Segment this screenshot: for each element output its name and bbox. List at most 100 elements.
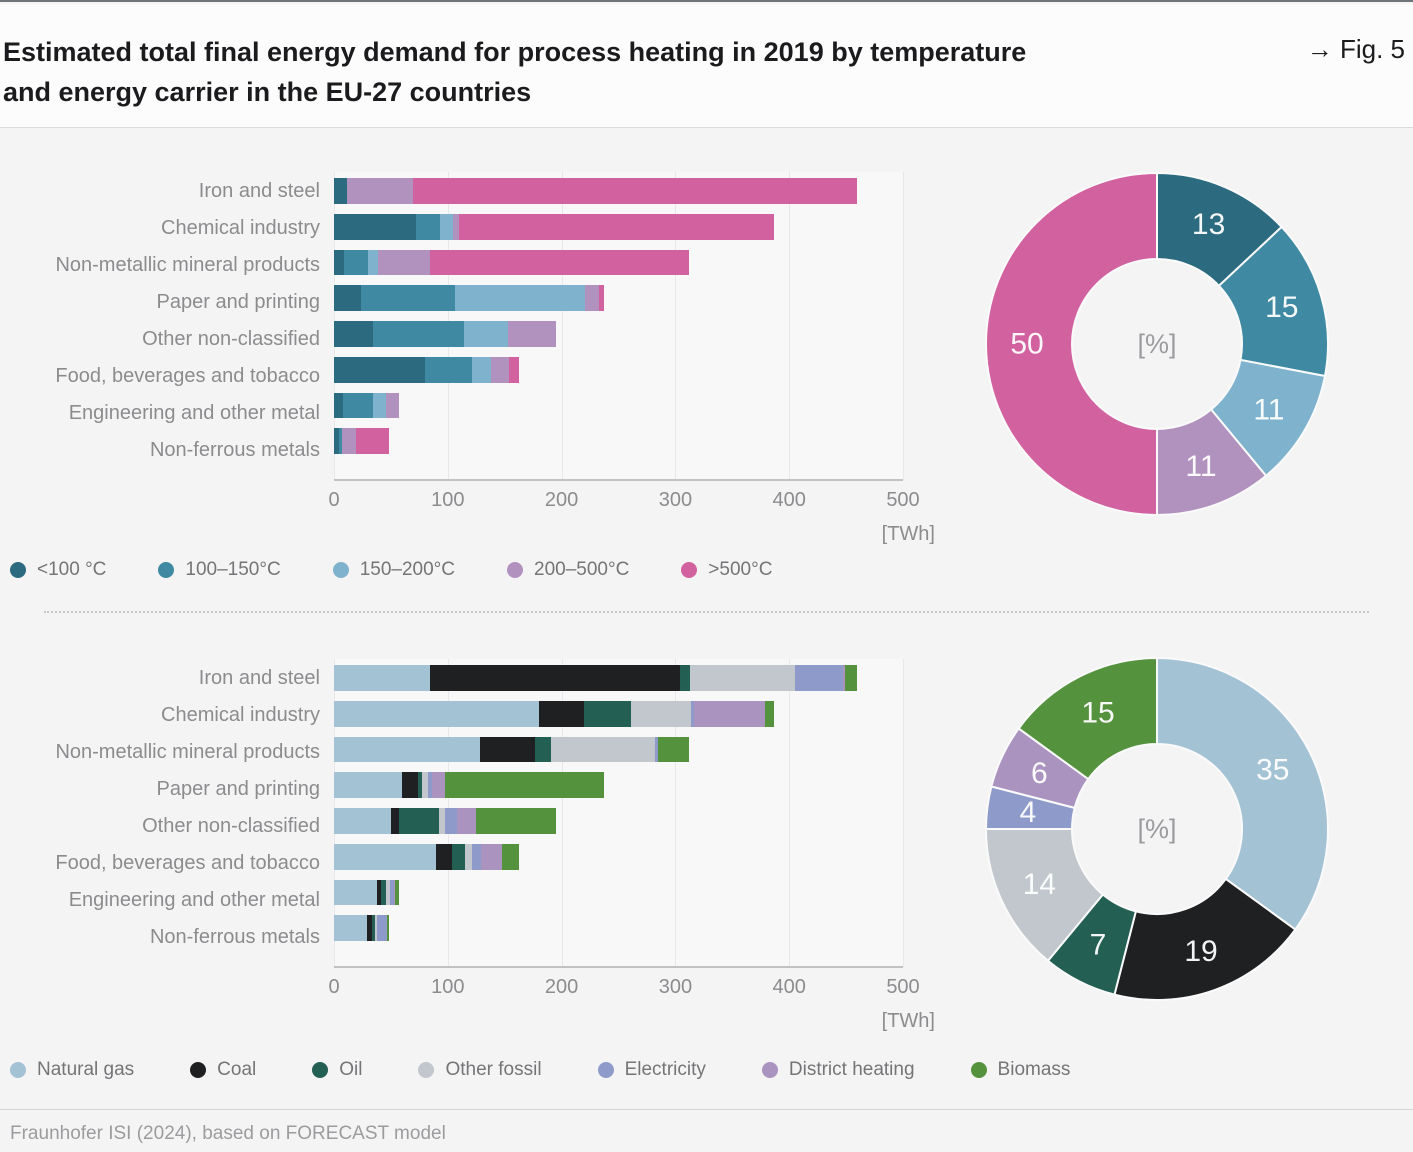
legend-dot-biomass bbox=[970, 1062, 987, 1078]
bar-segment-200-500-c bbox=[341, 428, 356, 454]
donut-value-other-fossil: 14 bbox=[1023, 868, 1056, 901]
bar-segment-150-200-c bbox=[368, 249, 379, 276]
bar-row-non-ferrous-metals bbox=[334, 428, 903, 454]
gridline bbox=[675, 172, 677, 480]
legend-item-500-c: >500°C bbox=[681, 559, 772, 581]
bar-segment-100-c bbox=[334, 178, 347, 204]
bar-segment-100-c bbox=[334, 213, 416, 240]
bar-segment-natural-gas bbox=[334, 843, 437, 870]
category-label-iron-and-steel: Iron and steel bbox=[198, 667, 320, 689]
bar-segment-150-200-c bbox=[463, 321, 509, 347]
category-label-food-beverages-and-tobacco: Food, beverages and tobacco bbox=[55, 365, 320, 387]
donut-value-500-c: 50 bbox=[1010, 328, 1043, 361]
bar-segment-oil bbox=[535, 736, 552, 763]
carrier-legend: Natural gas Coal Oil Other fossil Electricit… bbox=[10, 1059, 1070, 1081]
figure-header: Estimated total final energy demand for … bbox=[0, 4, 1413, 128]
figure-title-line-2: and energy carrier in the EU-27 countrie… bbox=[3, 77, 532, 107]
x-tick-label: 100 bbox=[431, 976, 465, 998]
bar-segment-electricity bbox=[428, 772, 432, 798]
bar-segment-natural-gas bbox=[334, 736, 480, 763]
legend-label-oil: Oil bbox=[339, 1059, 363, 1080]
legend-dot-150-200-c bbox=[332, 562, 349, 578]
donut-value-200-500-c: 11 bbox=[1185, 450, 1216, 483]
x-tick-label: 300 bbox=[658, 489, 693, 511]
bar-segment-other-fossil bbox=[374, 915, 378, 941]
temperature-chart-unit-label: [TWh] bbox=[881, 523, 935, 545]
category-label-engineering-and-other-metal: Engineering and other metal bbox=[68, 889, 320, 911]
category-label-engineering-and-other-metal: Engineering and other metal bbox=[68, 402, 320, 424]
bar-segment-natural-gas bbox=[334, 879, 378, 906]
carrier-chart-x-axis-ticks: 0 100 200 300 400 500 bbox=[328, 976, 919, 1002]
temperature-chart-category-labels: Iron and steel Chemical industry Non-metal… bbox=[0, 172, 320, 480]
x-tick-label: 400 bbox=[772, 976, 806, 998]
category-label-chemical-industry: Chemical industry bbox=[161, 217, 320, 239]
bar-row-non-metallic-mineral-products bbox=[334, 736, 903, 763]
category-label-non-ferrous-metals: Non-ferrous metals bbox=[149, 926, 320, 948]
gridline bbox=[561, 172, 563, 480]
donut-slice-coal bbox=[1113, 877, 1297, 1002]
footer-divider bbox=[0, 1109, 1413, 1110]
bar-segment-natural-gas bbox=[334, 808, 391, 834]
bar-segment-coal bbox=[367, 915, 372, 941]
bar-segment-100-c bbox=[334, 428, 339, 454]
figure-title: Estimated total final energy demand for … bbox=[3, 32, 1026, 112]
bar-row-engineering-and-other-metal bbox=[334, 392, 903, 419]
legend-dot-electricity bbox=[597, 1062, 614, 1078]
bar-segment-oil bbox=[398, 808, 439, 834]
donut-slice-500-c bbox=[985, 171, 1158, 517]
bar-segment-100-c bbox=[334, 356, 426, 383]
bar-row-non-metallic-mineral-products bbox=[334, 249, 903, 276]
carrier-bar-chart-plot bbox=[334, 659, 904, 968]
legend-label-500-c: >500°C bbox=[708, 559, 773, 580]
legend-dot-oil bbox=[312, 1062, 329, 1078]
bar-row-paper-and-printing bbox=[334, 772, 903, 798]
legend-dot-200-500-c bbox=[507, 562, 523, 578]
legend-label-coal: Coal bbox=[217, 1059, 257, 1080]
bar-segment-other-fossil bbox=[421, 772, 429, 798]
bar-segment-coal bbox=[479, 736, 536, 763]
bar-segment-biomass bbox=[844, 665, 858, 691]
bar-segment-oil bbox=[371, 915, 375, 941]
bar-segment-100-150-c bbox=[425, 356, 472, 383]
donut-slice-natural-gas bbox=[1156, 656, 1329, 931]
bar-segment-200-500-c bbox=[386, 392, 399, 419]
legend-label-200-500-c: 200–500°C bbox=[534, 559, 630, 580]
carrier-share-donut-chart: 35 19 7 14 4 6 15 [%] bbox=[984, 656, 1329, 1002]
x-tick-label: 200 bbox=[544, 976, 579, 998]
bar-segment-biomass bbox=[395, 879, 399, 906]
x-tick-label: 400 bbox=[772, 489, 806, 511]
bar-segment-100-150-c bbox=[361, 285, 455, 311]
legend-label-biomass: Biomass bbox=[997, 1059, 1071, 1080]
bar-segment-biomass bbox=[658, 736, 689, 763]
legend-item-natural-gas: Natural gas bbox=[10, 1059, 134, 1081]
legend-item-coal: Coal bbox=[190, 1059, 256, 1081]
bar-segment-200-500-c bbox=[346, 178, 413, 204]
legend-item-electricity: Electricity bbox=[597, 1059, 706, 1081]
category-label-non-metallic-mineral-products: Non-metallic mineral products bbox=[55, 741, 320, 763]
bar-row-chemical-industry bbox=[334, 213, 903, 240]
bar-segment-district-heating bbox=[693, 700, 766, 727]
bar-row-other-non-classified bbox=[334, 808, 903, 834]
carrier-chart-unit-label: [TWh] bbox=[881, 1010, 935, 1032]
carrier-chart-category-labels: Iron and steel Chemical industry Non-metal… bbox=[0, 659, 320, 967]
x-tick-label: 200 bbox=[544, 489, 579, 511]
bar-row-food-beverages-and-tobacco bbox=[334, 356, 903, 383]
bar-segment-district-heating bbox=[480, 843, 503, 870]
legend-dot-district-heating bbox=[761, 1062, 778, 1078]
legend-label-district-heating: District heating bbox=[788, 1059, 915, 1080]
bar-segment-coal bbox=[538, 700, 585, 727]
legend-item-oil: Oil bbox=[312, 1059, 362, 1081]
bar-segment-natural-gas bbox=[334, 700, 539, 727]
bar-segment-150-200-c bbox=[439, 213, 454, 240]
bar-segment-natural-gas bbox=[334, 915, 367, 941]
donut-value-150-200-c: 11 bbox=[1253, 394, 1284, 427]
bar-segment-natural-gas bbox=[334, 665, 430, 691]
legend-label-natural-gas: Natural gas bbox=[37, 1059, 135, 1080]
bar-segment-100-c bbox=[334, 392, 344, 419]
bar-segment-200-500-c bbox=[585, 285, 600, 311]
bar-segment-other-fossil bbox=[551, 736, 655, 763]
bar-segment-100-150-c bbox=[372, 321, 464, 347]
category-label-chemical-industry: Chemical industry bbox=[161, 704, 320, 726]
bar-segment-biomass bbox=[476, 808, 556, 834]
